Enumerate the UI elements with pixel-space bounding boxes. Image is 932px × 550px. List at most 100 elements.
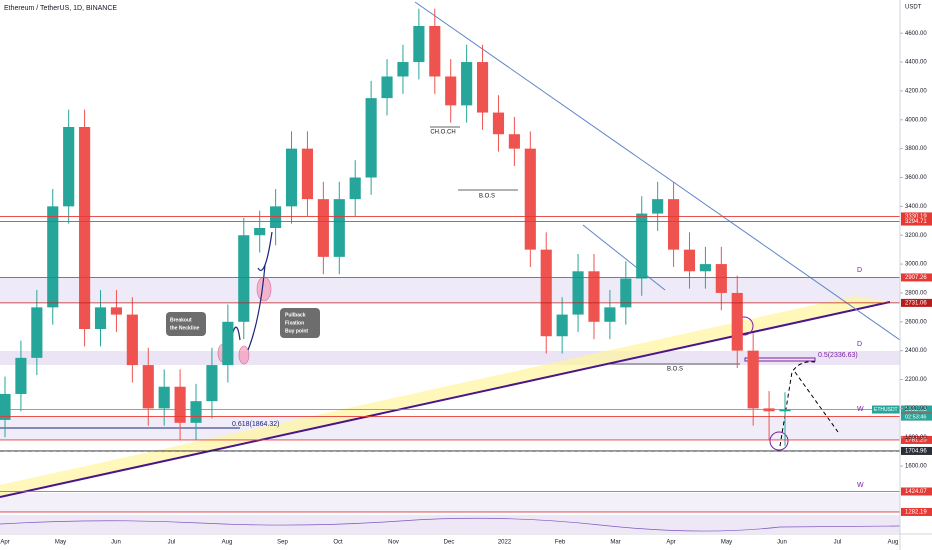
level-label: 2907.26 [905,275,927,281]
x-tick-label: Sep [277,540,288,546]
candle-body [79,126,91,330]
rsi-line [0,517,901,532]
candle-body [683,249,696,272]
candle-body [731,292,743,351]
callout-text: the Neckline [170,325,200,331]
level-tag [901,212,932,221]
candle-body [668,199,680,250]
candle-body [604,307,616,322]
candle-body [94,307,107,330]
candle-body [126,314,138,366]
candle-body [63,126,75,207]
level-label: 1424.07 [905,489,927,495]
x-tick-label: Nov [388,540,399,546]
candle-body [365,98,377,178]
y-tick-label: 4000.00 [905,117,927,123]
candle-body [254,228,266,236]
candle-body [476,62,489,113]
candle-body [174,386,186,423]
candle-body [158,386,170,409]
rsi-pane [0,515,900,533]
candle-body [270,206,282,228]
callout-text: Buy point [285,328,308,334]
y-tick-label: 1800.00 [905,435,927,441]
marker [238,345,250,365]
level-tag [901,507,932,516]
candle-body [15,357,27,394]
y-tick-label: 3400.00 [905,204,927,210]
x-tick-label: Jun [777,540,787,546]
projection [779,361,816,447]
candle-body [540,249,552,337]
trendline [414,1,901,341]
candle-body [429,25,441,77]
level-label: 1282.19 [905,510,927,516]
x-tick-label: Jul [168,540,176,546]
x-tick-label: Apr [0,540,9,546]
countdown-label: 02:53:46 [905,414,926,420]
candle-body [285,148,298,207]
x-tick-label: Oct [333,540,343,546]
level-tag [901,435,932,444]
candle-body [0,393,11,420]
level-label: 3330.19 [905,214,927,220]
candle-body [779,409,791,412]
candle-body [31,307,43,358]
y-tick-label: 3200.00 [905,233,927,239]
candle-body [142,365,154,409]
annotation: W [857,482,864,489]
y-tick-label: 3600.00 [905,175,927,181]
candle-body [190,401,202,423]
fib-box [744,357,816,362]
callout [166,312,206,336]
level-label: 1704.96 [905,449,927,455]
callout-text: Breakout [170,317,192,323]
callout [280,308,320,338]
x-tick-label: Mar [610,540,620,546]
candle-body [413,25,425,63]
level-tag [901,273,932,282]
zone [0,417,900,440]
level-label: 2731.06 [905,300,927,306]
callout-text: Fixation [285,320,304,326]
candle-body [317,199,329,257]
candle-body [110,307,122,315]
level-tag [901,487,932,496]
y-tick-label: 2000.00 [905,406,927,412]
level-label: 3294.71 [905,219,927,225]
level-tag [901,217,932,226]
callout-text: Pullback [285,312,306,318]
candle-body [588,271,600,322]
x-tick-label: Jun [111,540,121,546]
x-tick-label: May [721,540,732,546]
projection [794,371,839,433]
annotation: CH.O.CH [430,130,455,136]
x-tick-label: Apr [666,540,675,546]
candle-body [620,278,632,308]
level-label: 1781.25 [905,438,927,444]
candle-body [715,264,727,293]
y-tick-label: 2800.00 [905,291,927,297]
x-tick-label: Aug [888,540,899,546]
candle-body [238,235,250,322]
candle-body [636,213,648,279]
candle-body [381,76,393,99]
y-tick-label: 1600.00 [905,464,927,470]
level-tag [901,298,932,307]
x-tick-label: 2022 [498,540,512,546]
y-tick-label: 2600.00 [905,319,927,325]
marker [256,276,272,302]
x-tick-label: Dec [444,540,455,546]
y-tick-label: 3000.00 [905,262,927,268]
annotation: 0.5(2336.63) [818,352,858,359]
chart-title: Ethereum / TetherUS, 1D, BINANCE [4,5,117,12]
x-tick-label: Aug [222,540,233,546]
channel [0,296,890,497]
annotation: D [857,341,862,348]
candle-body [747,350,759,409]
candle-body [699,264,711,272]
candle-body [206,365,218,402]
annotation: 0.618(1864.32) [232,421,279,428]
annotation: B.O.S [479,194,495,200]
